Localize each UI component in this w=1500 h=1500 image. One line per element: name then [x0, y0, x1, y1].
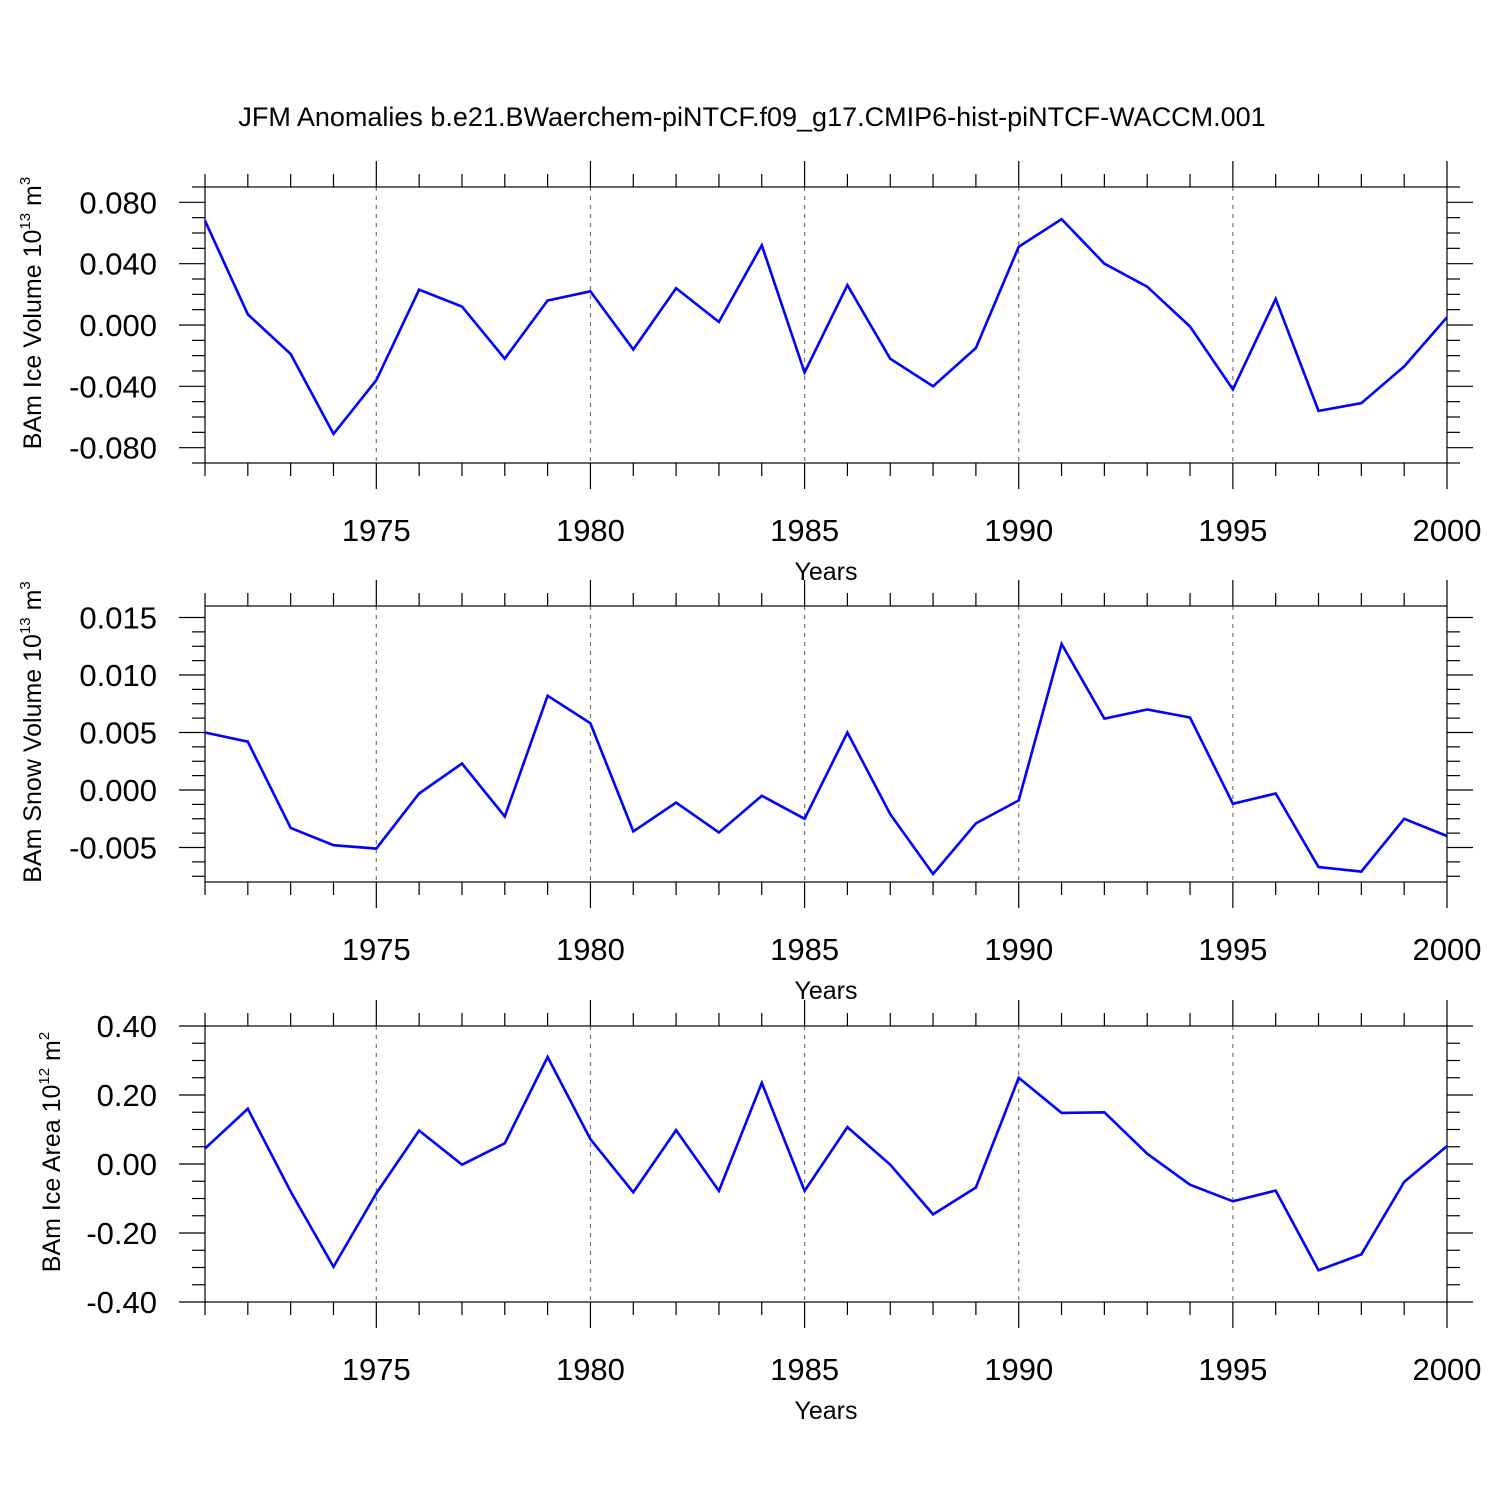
y-tick-label: -0.080: [69, 431, 157, 466]
x-axis-label: Years: [794, 1397, 857, 1425]
x-tick-label: 1990: [984, 513, 1053, 548]
y-tick-label: 0.000: [79, 308, 157, 343]
x-tick-label: 1995: [1198, 1352, 1267, 1387]
y-axis-label-text: BAm Snow Volume 10: [19, 634, 47, 883]
y-axis-label-text: BAm Ice Area 10: [38, 1085, 66, 1273]
y-axis-label-unit-exponent: 3: [17, 177, 34, 185]
y-axis-label: BAm Snow Volume 1013 m3: [17, 581, 47, 883]
y-tick-label: 0.20: [97, 1078, 157, 1113]
x-tick-label: 1980: [556, 932, 625, 967]
series-line: [204, 1054, 1448, 1272]
y-tick-label: -0.20: [86, 1216, 157, 1251]
chart-panel-1: 0.080 0.040 0.000 -0.040 -0.080 1975 1980 1985 1…: [17, 161, 1481, 586]
y-axis-label-unit: m: [38, 1040, 66, 1068]
x-tick-label: 2000: [1413, 513, 1482, 548]
chart-title: JFM Anomalies b.e21.BWaerchem-piNTCF.f09…: [238, 102, 1265, 132]
panels: 0.080 0.040 0.000 -0.040 -0.080 1975 1980 1985 1…: [17, 161, 1481, 1425]
plot-frame: [204, 1025, 1448, 1303]
y-axis-label: BAm Ice Volume 1013 m3: [17, 177, 47, 449]
x-axis-label: Years: [794, 558, 857, 586]
y-tick-label: 0.010: [79, 658, 157, 693]
y-axis-label: BAm Ice Area 1012 m2: [36, 1032, 66, 1272]
x-tick-label: 1985: [770, 1352, 839, 1387]
y-tick-label: 0.005: [79, 716, 157, 751]
y-axis-label-exponent: 13: [17, 213, 34, 230]
y-axis-label-unit-exponent: 3: [17, 581, 34, 589]
y-tick-label: 0.040: [79, 247, 157, 282]
y-tick-label: -0.040: [69, 369, 157, 404]
y-axis-label-exponent: 12: [36, 1068, 53, 1085]
x-tick-label: 2000: [1413, 1352, 1482, 1387]
x-tick-label: 1990: [984, 1352, 1053, 1387]
y-axis-label-exponent: 13: [17, 617, 34, 634]
y-tick-label: 0.40: [97, 1009, 157, 1044]
x-tick-label: 1985: [770, 513, 839, 548]
x-tick-label: 1980: [556, 513, 625, 548]
plot-frame: [204, 605, 1448, 883]
x-tick-label: 1975: [342, 513, 411, 548]
y-axis-label-unit: m: [19, 185, 47, 213]
x-tick-label: 2000: [1413, 932, 1482, 967]
x-tick-label: 1990: [984, 932, 1053, 967]
series-line: [204, 640, 1448, 877]
y-axis-label-unit-exponent: 2: [36, 1032, 53, 1040]
y-tick-label: -0.40: [86, 1285, 157, 1320]
series-line: [203, 217, 1448, 437]
x-tick-label: 1975: [342, 932, 411, 967]
y-tick-label: 0.000: [79, 773, 157, 808]
plot-frame: [204, 186, 1448, 464]
y-tick-label: 0.015: [79, 601, 157, 636]
x-tick-label: 1995: [1198, 932, 1267, 967]
y-axis-label-text: BAm Ice Volume 10: [19, 230, 47, 450]
x-axis-label: Years: [794, 977, 857, 1005]
x-tick-label: 1980: [556, 1352, 625, 1387]
chart-panel-2: 0.015 0.010 0.005 0.000 -0.005 1975 1980 1985 19…: [17, 580, 1481, 1005]
x-tick-label: 1995: [1198, 513, 1267, 548]
y-tick-label: -0.005: [69, 831, 157, 866]
y-axis-label-unit: m: [19, 590, 47, 618]
y-tick-label: 0.080: [79, 185, 157, 220]
chart-panel-3: 0.40 0.20 0.00 -0.20 -0.40 1975 1980 1985 1990 19…: [36, 1000, 1481, 1425]
x-tick-label: 1985: [770, 932, 839, 967]
x-tick-label: 1975: [342, 1352, 411, 1387]
y-tick-label: 0.00: [97, 1147, 157, 1182]
